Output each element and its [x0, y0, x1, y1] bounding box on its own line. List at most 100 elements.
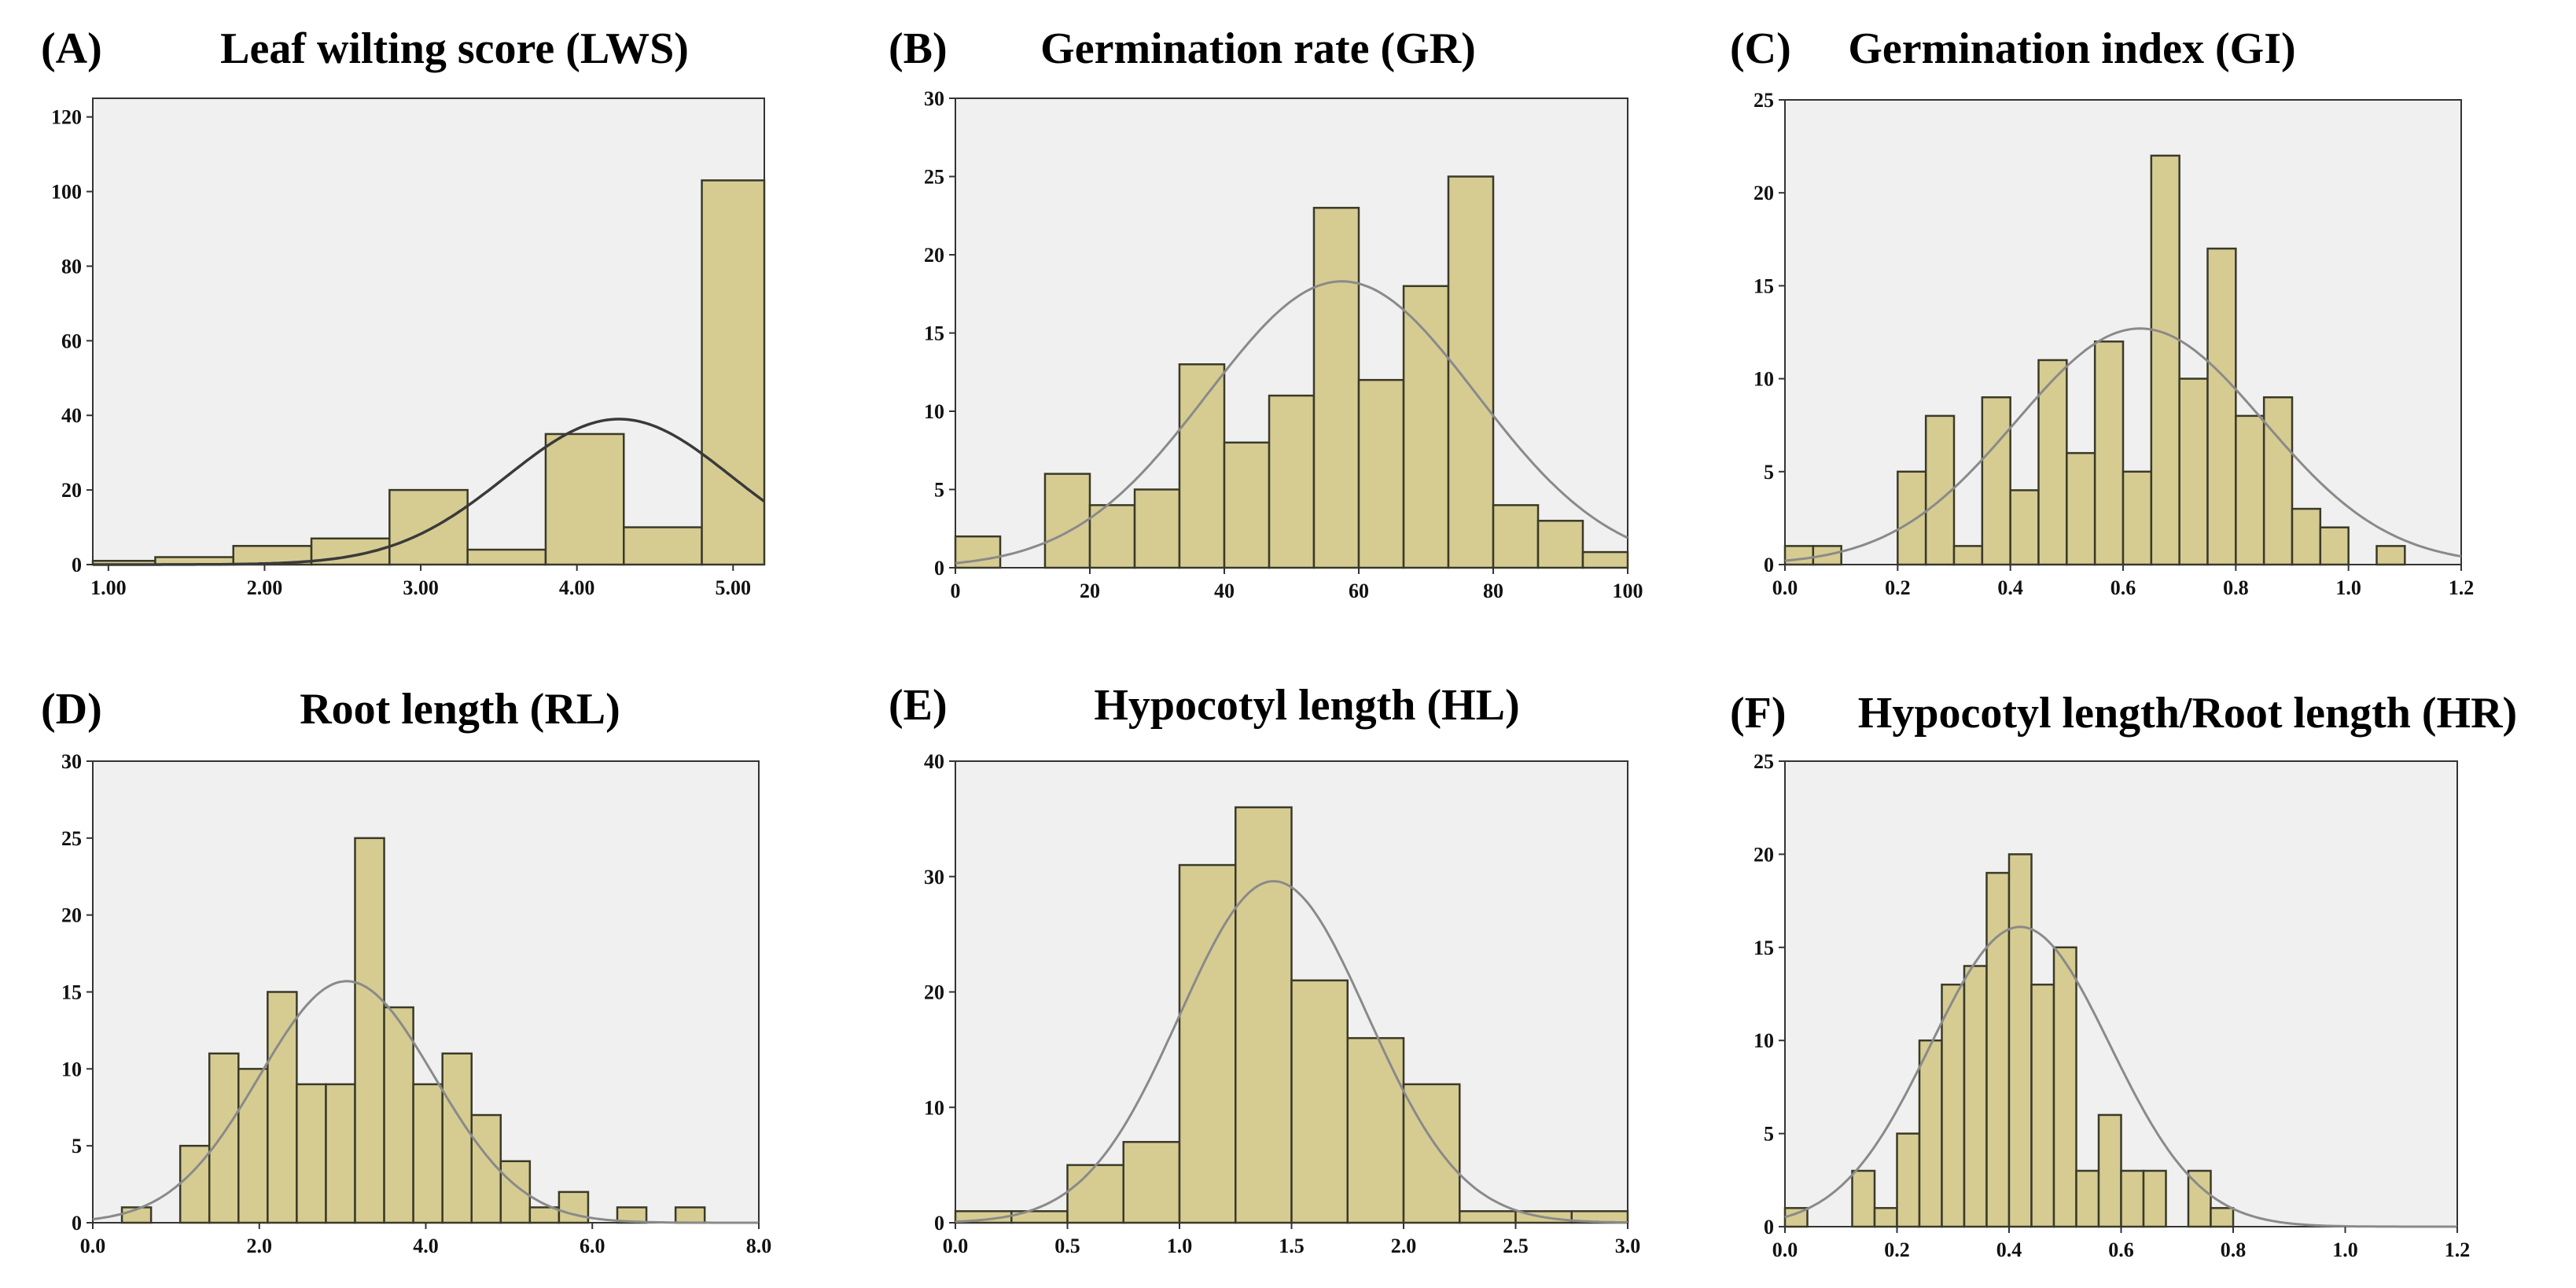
histogram-bar	[2375, 545, 2406, 566]
histogram-bar	[2262, 396, 2294, 566]
x-tick-label: 4.0	[413, 1235, 439, 1257]
histogram-bar	[2122, 470, 2153, 566]
histogram-bar	[2066, 451, 2096, 566]
histogram-bar	[616, 1206, 648, 1224]
normal-curve	[955, 880, 1628, 1224]
x-tick-label: 1.0	[2335, 576, 2361, 599]
x-tick-label: 0.0	[943, 1235, 969, 1257]
histogram-bar	[1985, 871, 2011, 1228]
y-tick-label: 25	[1754, 750, 1774, 773]
y-tick-label: 25	[924, 166, 944, 189]
x-tick-label: 0.0	[1772, 576, 1798, 599]
x-tick-label: 2.5	[1503, 1235, 1529, 1257]
y-tick-label: 5	[934, 479, 944, 502]
x-tick-label: 3.0	[1615, 1235, 1641, 1257]
panel-label: (E)	[889, 681, 948, 730]
histogram-bar	[1043, 473, 1091, 569]
y-tick-label: 60	[61, 329, 82, 352]
histogram-bar	[388, 488, 469, 566]
y-tick-label: 20	[924, 981, 944, 1004]
x-tick-label: 60	[1349, 580, 1369, 602]
histogram-bar	[1981, 396, 2011, 566]
histogram-bar	[1268, 394, 1316, 569]
x-tick-label: 0.4	[1996, 1238, 2022, 1261]
histogram-bar	[1346, 1036, 1405, 1224]
histogram-bar	[1290, 979, 1349, 1224]
x-tick-label: 5.00	[716, 576, 752, 599]
y-tick-label: 30	[61, 750, 82, 773]
histogram-bar	[1897, 470, 1927, 566]
histogram-bar	[1223, 441, 1271, 569]
histogram-panel: (E) Hypocotyl length (HL) 0 10 20 30 40 0.0 0.5 1…	[889, 681, 1640, 1257]
histogram-bar	[1536, 520, 1584, 569]
histogram-bar	[325, 1083, 356, 1224]
histogram-bar	[701, 179, 766, 566]
x-tick-label: 8.0	[746, 1235, 772, 1257]
histogram-bar	[412, 1083, 443, 1224]
y-tick-label: 15	[1754, 274, 1774, 297]
y-tick-label: 120	[51, 106, 82, 129]
y-tick-label: 0	[72, 554, 82, 576]
histogram-panel: (C) Germination index (GI) 0 5 10 15 20 25 0.0 0.…	[1730, 24, 2474, 599]
histogram-bar	[2178, 377, 2209, 566]
histogram-bar	[466, 548, 547, 566]
y-tick-label: 20	[924, 244, 944, 267]
panel-label: (C)	[1730, 24, 1791, 73]
x-tick-label: 20	[1080, 580, 1100, 602]
x-tick-label: 3.00	[403, 576, 439, 599]
y-tick-label: 0	[1764, 1216, 1774, 1238]
y-tick-label: 20	[61, 479, 82, 502]
histogram-bar	[1896, 1132, 1921, 1228]
normal-curve	[1784, 926, 2457, 1228]
x-tick-label: 0.2	[1885, 576, 1911, 599]
histogram-bar	[544, 432, 625, 566]
y-tick-label: 15	[924, 322, 944, 345]
x-tick-label: 1.0	[2332, 1238, 2358, 1261]
histogram-bar	[2030, 983, 2055, 1228]
histogram-bar	[1178, 363, 1226, 569]
histogram-bar	[2150, 154, 2180, 566]
histogram-bar	[2235, 414, 2265, 566]
y-tick-label: 25	[1754, 89, 1774, 112]
histogram-bar	[1492, 504, 1540, 569]
x-tick-label: 0.5	[1054, 1235, 1080, 1257]
histogram-bar	[1851, 1169, 1876, 1228]
y-tick-label: 20	[1754, 843, 1774, 866]
histogram-bar	[2052, 946, 2077, 1228]
histogram-bar	[1963, 965, 1988, 1228]
x-tick-label: 4.00	[559, 576, 595, 599]
histogram-bar	[1459, 1210, 1517, 1224]
chart-title: Leaf wilting score (LWS)	[220, 24, 689, 73]
y-tick-label: 0	[72, 1212, 82, 1235]
plot-area	[92, 98, 765, 565]
histogram-bar	[1357, 378, 1405, 569]
y-tick-label: 10	[1754, 1029, 1774, 1052]
histogram-bar	[1924, 414, 1956, 566]
histogram-bar	[2009, 489, 2040, 566]
histogram-bar	[1873, 1207, 1898, 1228]
x-tick-label: 2.0	[247, 1235, 273, 1257]
y-tick-label: 5	[1764, 461, 1774, 484]
normal-curve	[93, 418, 766, 566]
x-tick-label: 0.6	[2110, 576, 2136, 599]
histogram-bar	[2210, 1207, 2235, 1228]
histogram-bar	[2120, 1169, 2145, 1228]
x-tick-label: 0.2	[1884, 1238, 1910, 1261]
histogram-panel: (B) Germination rate (GR) 0 5 10 15 20 25 30 0 20 4…	[889, 24, 1643, 602]
histogram-bar	[2093, 340, 2125, 566]
normal-curve	[92, 980, 759, 1224]
histogram-bar	[1312, 207, 1360, 569]
y-tick-label: 80	[61, 255, 82, 278]
y-tick-label: 30	[924, 87, 944, 110]
chart-title: Hypocotyl length (HL)	[1094, 681, 1519, 730]
x-tick-label: 1.0	[1167, 1235, 1193, 1257]
histogram-bar	[383, 1006, 414, 1224]
x-tick-label: 1.00	[90, 576, 127, 599]
histogram-bar	[1178, 863, 1237, 1224]
chart-title: Hypocotyl length/Root length (HR)	[1858, 689, 2517, 738]
x-tick-label: 1.5	[1279, 1235, 1305, 1257]
x-tick-label: 2.00	[247, 576, 283, 599]
histogram-bar	[1088, 504, 1136, 569]
histogram-bar	[2075, 1169, 2100, 1228]
